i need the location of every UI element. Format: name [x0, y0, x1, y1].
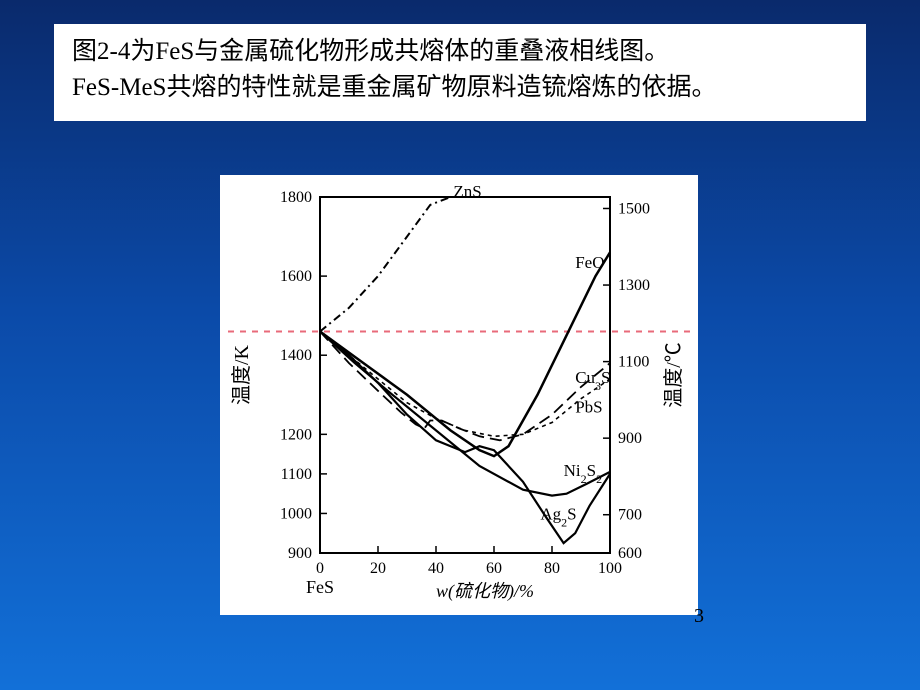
svg-text:Ni2S2: Ni2S2 — [564, 461, 602, 486]
title-line1: 图2-4为FeS与金属硫化物形成共熔体的重叠液相线图。 — [72, 38, 669, 65]
svg-text:60: 60 — [486, 560, 502, 577]
svg-text:w(硫化物)/%: w(硫化物)/% — [436, 581, 534, 602]
svg-text:FeO: FeO — [575, 253, 604, 272]
svg-text:1400: 1400 — [280, 347, 312, 364]
svg-text:Cu3S: Cu3S — [575, 368, 610, 393]
svg-text:PbS: PbS — [575, 398, 602, 417]
svg-text:1600: 1600 — [280, 268, 312, 285]
svg-text:1300: 1300 — [618, 277, 650, 294]
svg-text:100: 100 — [598, 560, 622, 577]
svg-text:1000: 1000 — [280, 505, 312, 522]
svg-text:900: 900 — [288, 545, 312, 562]
svg-text:700: 700 — [618, 507, 642, 524]
svg-text:1200: 1200 — [280, 426, 312, 443]
svg-text:FeS: FeS — [306, 577, 334, 597]
title-box: 图2-4为FeS与金属硫化物形成共熔体的重叠液相线图。 FeS-MeS共熔的特性… — [54, 24, 866, 121]
phase-diagram-chart: 0 20 40 60 80 100 FeS w(硫化物)/% 900 1000 1100 1200 14… — [220, 175, 698, 615]
svg-text:1800: 1800 — [280, 189, 312, 206]
svg-text:80: 80 — [544, 560, 560, 577]
svg-text:20: 20 — [370, 560, 386, 577]
svg-text:900: 900 — [618, 430, 642, 447]
svg-text:1500: 1500 — [618, 200, 650, 217]
page-number: 3 — [694, 605, 704, 628]
slide: 图2-4为FeS与金属硫化物形成共熔体的重叠液相线图。 FeS-MeS共熔的特性… — [0, 0, 920, 690]
svg-text:0: 0 — [316, 560, 324, 577]
svg-text:温度/℃: 温度/℃ — [662, 342, 685, 408]
svg-text:温度/K: 温度/K — [230, 344, 253, 405]
svg-text:ZnS: ZnS — [453, 182, 481, 201]
svg-text:Ag2S: Ag2S — [540, 504, 576, 529]
svg-text:1100: 1100 — [281, 466, 312, 483]
title-line2: FeS-MeS共熔的特性就是重金属矿物原料造锍熔炼的依据。 — [72, 74, 716, 101]
svg-text:40: 40 — [428, 560, 444, 577]
svg-text:600: 600 — [618, 545, 642, 562]
svg-text:1100: 1100 — [618, 354, 649, 371]
